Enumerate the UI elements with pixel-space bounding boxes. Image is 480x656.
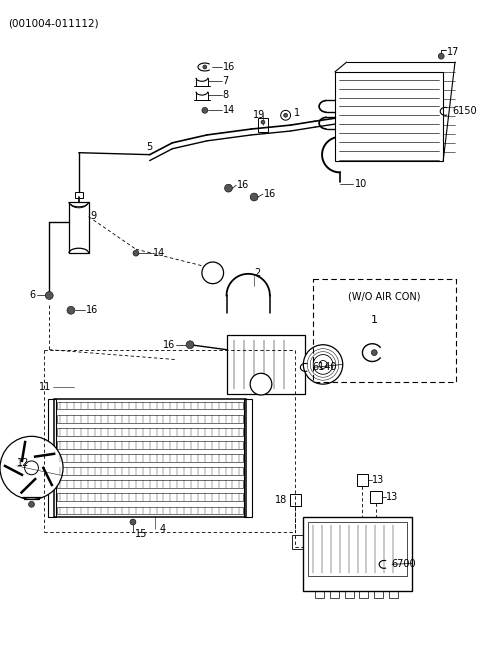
Bar: [75, 192, 83, 198]
Circle shape: [281, 110, 290, 120]
Bar: [345, 591, 354, 598]
Bar: [57, 441, 243, 449]
Bar: [357, 474, 368, 485]
Text: A: A: [258, 380, 264, 388]
Bar: [374, 591, 383, 598]
Bar: [291, 535, 303, 548]
Circle shape: [261, 120, 265, 124]
Circle shape: [284, 113, 288, 117]
Text: 6140: 6140: [312, 362, 336, 373]
Text: 17: 17: [447, 47, 459, 57]
Bar: [57, 454, 243, 462]
Text: 9: 9: [91, 211, 97, 220]
Bar: [54, 399, 246, 517]
Circle shape: [24, 461, 38, 475]
Text: 5: 5: [146, 142, 152, 152]
Text: 16: 16: [86, 305, 98, 316]
Bar: [370, 491, 382, 503]
Bar: [57, 480, 243, 488]
Text: 19: 19: [253, 110, 265, 120]
Text: 16: 16: [237, 180, 250, 190]
Bar: [244, 399, 252, 517]
Circle shape: [225, 184, 232, 192]
Text: 7: 7: [223, 76, 229, 86]
Bar: [308, 522, 407, 576]
Text: 11: 11: [39, 382, 51, 392]
Text: 1: 1: [371, 315, 378, 325]
Text: 14: 14: [153, 248, 165, 258]
Bar: [289, 495, 301, 506]
Circle shape: [130, 519, 136, 525]
Text: 15: 15: [135, 529, 147, 539]
Text: 6: 6: [29, 291, 36, 300]
Text: 1: 1: [293, 108, 300, 118]
Text: 13: 13: [372, 475, 384, 485]
Text: 2: 2: [254, 268, 260, 278]
Bar: [57, 428, 243, 436]
Text: 4: 4: [159, 524, 166, 534]
Bar: [315, 591, 324, 598]
Bar: [57, 506, 243, 514]
Text: 16: 16: [163, 340, 175, 350]
Circle shape: [0, 436, 63, 499]
Bar: [48, 399, 56, 517]
Text: 6150: 6150: [452, 106, 477, 116]
Circle shape: [250, 373, 272, 395]
Bar: [57, 493, 243, 501]
Bar: [360, 591, 368, 598]
Text: (W/O AIR CON): (W/O AIR CON): [348, 291, 420, 302]
Text: 6700: 6700: [391, 560, 416, 569]
Bar: [227, 335, 305, 394]
Text: A: A: [210, 268, 216, 277]
Bar: [389, 591, 398, 598]
Circle shape: [133, 250, 139, 256]
Bar: [303, 517, 412, 591]
Bar: [330, 591, 339, 598]
Circle shape: [319, 361, 327, 369]
Circle shape: [67, 306, 75, 314]
Circle shape: [202, 108, 208, 113]
Circle shape: [203, 65, 207, 69]
Text: 18: 18: [276, 495, 288, 505]
Circle shape: [438, 53, 444, 59]
Circle shape: [186, 341, 194, 349]
Circle shape: [29, 501, 35, 507]
Text: (001004-011112): (001004-011112): [8, 19, 98, 29]
Circle shape: [202, 262, 224, 283]
Text: 10: 10: [355, 179, 367, 189]
Text: 8: 8: [223, 90, 228, 100]
Text: 13: 13: [386, 493, 398, 502]
Circle shape: [313, 355, 333, 375]
Bar: [57, 401, 243, 409]
Text: 16: 16: [223, 62, 235, 72]
Text: 12: 12: [17, 458, 29, 468]
Text: 14: 14: [223, 106, 235, 115]
Bar: [258, 118, 268, 132]
Bar: [57, 415, 243, 422]
Bar: [57, 467, 243, 475]
Text: 16: 16: [264, 189, 276, 199]
Circle shape: [250, 193, 258, 201]
Circle shape: [372, 350, 377, 356]
Circle shape: [303, 345, 343, 384]
Bar: [335, 72, 443, 161]
Circle shape: [45, 291, 53, 299]
Bar: [69, 202, 89, 253]
